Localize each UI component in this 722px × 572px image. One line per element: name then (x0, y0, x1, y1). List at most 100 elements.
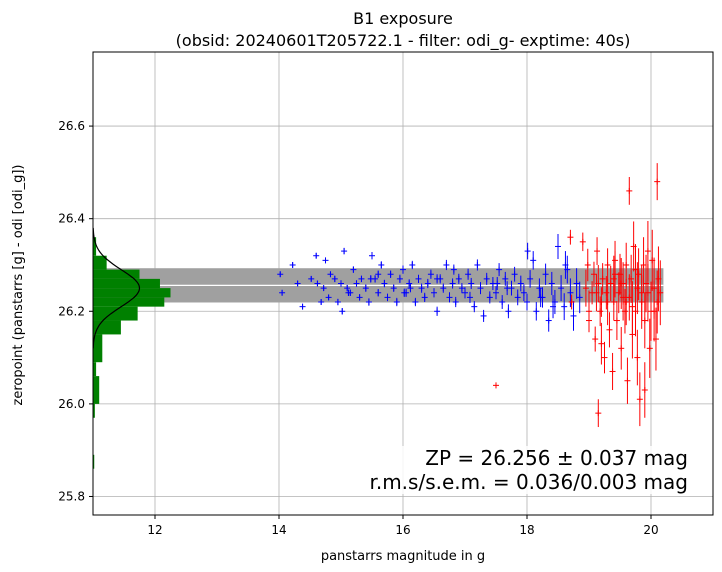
used-star-point (393, 297, 400, 307)
histogram-bar (93, 454, 95, 469)
used-star-point (365, 298, 372, 306)
rejected-star-point (493, 382, 499, 389)
histogram-bar (93, 237, 97, 256)
rejected-star-point (651, 281, 658, 342)
axes: 12 14 16 18 20 25.8 26.0 26.2 26.4 26.6 (58, 51, 714, 537)
rejected-star-point (612, 251, 619, 298)
rejected-star-point (598, 287, 605, 317)
used-star-point (502, 271, 509, 286)
used-star-point (443, 259, 450, 271)
used-star-point (458, 283, 465, 294)
used-star-point (407, 283, 414, 293)
used-star-point (555, 233, 561, 259)
rejected-star-point (595, 399, 602, 428)
used-star-point (514, 289, 521, 306)
y-tick-label: 26.6 (58, 119, 85, 133)
used-star-point (524, 293, 530, 311)
rejected-star-point (606, 312, 613, 348)
y-tick-label: 26.2 (58, 304, 85, 318)
x-tick-label: 18 (519, 523, 534, 537)
rejected-star-point (623, 278, 630, 326)
x-tick-label: 16 (395, 523, 410, 537)
rejected-star-point (657, 260, 664, 326)
used-star-point (356, 294, 363, 301)
rejected-star-point (582, 269, 589, 307)
used-star-point (471, 301, 478, 313)
rejected-star-point (635, 248, 642, 301)
rejected-star-point (603, 276, 610, 310)
annotation-box (355, 446, 693, 494)
used-star-point (344, 284, 351, 292)
used-star-point (390, 284, 397, 292)
rejected-star-point (628, 254, 635, 303)
used-star-point (338, 280, 344, 287)
rejected-star-point (641, 362, 648, 418)
zeropoint-histogram (92, 227, 171, 469)
y-tick-label: 26.4 (58, 212, 85, 226)
used-star-point (384, 293, 391, 302)
used-star-point (320, 285, 327, 292)
used-star-point (524, 242, 531, 260)
used-star-point (375, 289, 382, 297)
rejected-star-point (654, 270, 661, 334)
used-star-point (375, 270, 382, 278)
histogram-bar (93, 288, 171, 298)
used-star-point (401, 288, 408, 297)
used-star-point (421, 292, 428, 303)
y-tick-label: 26.0 (58, 397, 85, 411)
used-star-point (387, 270, 394, 278)
used-star-point (468, 277, 475, 290)
used-star-point (562, 251, 569, 279)
data-points (277, 163, 664, 428)
used-star-point (449, 278, 456, 289)
used-star-point (308, 275, 315, 282)
used-star-point (322, 257, 329, 264)
histogram-bar (93, 320, 121, 335)
rejected-star-point (620, 274, 627, 321)
rejected-star-point (594, 237, 601, 265)
rejected-star-point (618, 327, 625, 370)
rejected-star-point (597, 296, 604, 327)
used-star-point (369, 252, 375, 260)
used-star-point (462, 287, 468, 299)
rejected-star-point (629, 281, 636, 333)
used-star-point (558, 275, 565, 302)
used-star-point (537, 287, 544, 308)
used-star-point (378, 261, 385, 269)
rejected-star-point (568, 294, 575, 310)
rejected-star-point (586, 290, 592, 333)
used-star-point (358, 275, 365, 283)
x-axis-label: panstarrs magnitude in g (321, 549, 485, 564)
used-star-point (511, 266, 518, 282)
histogram-bar (93, 376, 100, 404)
used-star-point (527, 270, 534, 288)
used-star-point (406, 279, 413, 288)
used-star-point (480, 309, 487, 322)
used-star-point (573, 268, 580, 299)
used-star-point (548, 271, 555, 296)
rejected-star-point (595, 264, 602, 303)
used-star-point (353, 280, 360, 287)
rejected-star-point (604, 278, 611, 326)
used-star-point (450, 264, 457, 275)
used-star-point (294, 280, 301, 287)
rms-sem-text: r.m.s/s.e.m. = 0.036/0.003 mag (369, 470, 688, 494)
used-star-point (424, 278, 431, 289)
used-star-point (339, 308, 346, 315)
rejected-star-point (641, 292, 648, 349)
histogram-bar (93, 403, 95, 418)
used-star-point (289, 261, 296, 268)
rejected-star-point (638, 264, 645, 321)
used-star-point (277, 271, 284, 278)
histogram-bar (93, 255, 107, 270)
y-tick-label: 25.8 (58, 489, 85, 503)
used-star-point (452, 296, 459, 308)
histogram-bar (93, 362, 97, 377)
used-star-point (299, 303, 306, 310)
used-star-point (381, 279, 388, 288)
used-star-point (494, 277, 501, 290)
used-star-point (345, 289, 352, 297)
rejected-star-point (601, 341, 608, 374)
used-star-point (434, 274, 441, 284)
